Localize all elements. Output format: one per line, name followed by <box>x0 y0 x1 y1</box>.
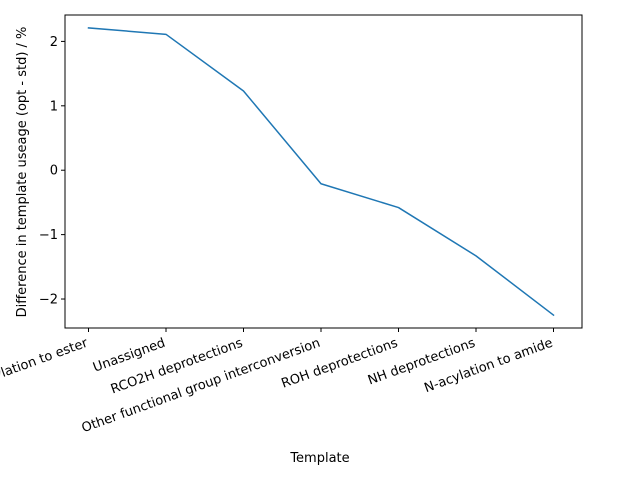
x-tick-label: N-acylation to amide <box>422 336 554 396</box>
y-axis-label: Difference in template useage (opt - std… <box>15 27 30 318</box>
y-tick-label: −1 <box>39 228 58 243</box>
series-line-0 <box>87 27 555 317</box>
axes-frame <box>64 14 583 329</box>
plot-area <box>87 27 555 317</box>
y-tick-label: 1 <box>50 99 58 114</box>
x-tick-label: O-acylation to ester <box>0 335 90 393</box>
y-axis: −2 −1 0 1 2 <box>39 35 65 308</box>
x-axis-label: Template <box>289 451 349 466</box>
y-tick-label: 0 <box>50 164 58 179</box>
y-tick-label: −2 <box>39 293 58 308</box>
y-tick-label: 2 <box>50 35 58 50</box>
